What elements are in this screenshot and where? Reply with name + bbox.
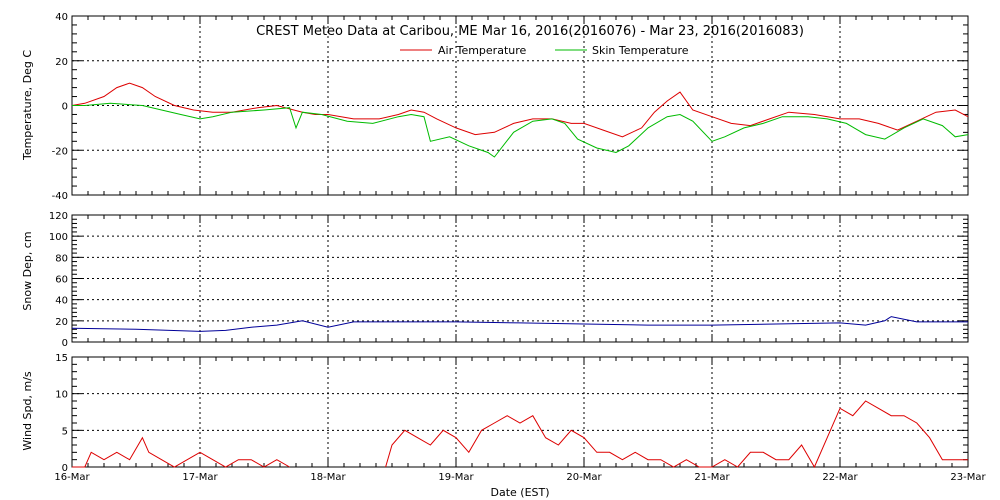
y-tick-label: 0 [62, 338, 68, 349]
y-tick-label: 100 [49, 232, 68, 243]
x-tick-label: 21-Mar [694, 472, 730, 483]
y-tick-label: 20 [55, 57, 68, 68]
y-tick-label: -20 [52, 146, 68, 157]
x-tick-label: 20-Mar [566, 472, 602, 483]
legend-air-label: Air Temperature [438, 44, 527, 57]
y-tick-label: 0 [62, 463, 68, 474]
y-tick-label: 15 [55, 353, 68, 364]
x-axis-label: Date (EST) [490, 486, 549, 499]
air-temperature-line [71, 82, 969, 138]
x-tick-label: 18-Mar [310, 472, 346, 483]
y-tick-label: 40 [55, 296, 68, 307]
temperature-panel: -40 -20 0 20 40 [52, 12, 969, 202]
y-tick-label: 120 [49, 211, 68, 222]
snow-depth-panel: 0 20 40 60 80 100 120 [49, 211, 969, 349]
x-tick-label: 23-Mar [950, 472, 986, 483]
x-tick-label: 22-Mar [822, 472, 858, 483]
plot-frame [71, 356, 969, 468]
y-tick-label: 80 [55, 253, 68, 264]
wind-speed-line [385, 400, 968, 469]
x-tick-label: 19-Mar [438, 472, 474, 483]
ylabel-wind-speed: Wind Spd, m/s [21, 371, 34, 451]
y-tick-label: 20 [55, 317, 68, 328]
y-tick-label: 0 [62, 102, 68, 113]
y-tick-label: -40 [52, 191, 68, 202]
y-tick-label: 10 [55, 390, 68, 401]
x-tick-label: 17-Mar [182, 472, 218, 483]
chart-title: CREST Meteo Data at Caribou, ME Mar 16, … [256, 24, 804, 39]
ylabel-snow-depth: Snow Dep, cm [21, 231, 34, 310]
legend-skin-label: Skin Temperature [592, 44, 689, 57]
y-tick-label: 5 [62, 426, 68, 437]
x-tick-label: 16-Mar [54, 472, 90, 483]
skin-temperature-line [72, 102, 969, 158]
snow-depth-line [71, 316, 968, 332]
y-tick-label: 60 [55, 275, 68, 286]
y-tick-label: 40 [55, 12, 68, 23]
x-tick-labels: 16-Mar 17-Mar 18-Mar 19-Mar 20-Mar 21-Mar 22-M… [54, 472, 986, 483]
wind-speed-panel: 0 5 10 15 [55, 353, 969, 474]
ylabel-temperature: Temperature, Deg C [21, 50, 34, 161]
legend: Air Temperature Skin Temperature [400, 44, 689, 57]
wind-speed-line [72, 436, 290, 468]
